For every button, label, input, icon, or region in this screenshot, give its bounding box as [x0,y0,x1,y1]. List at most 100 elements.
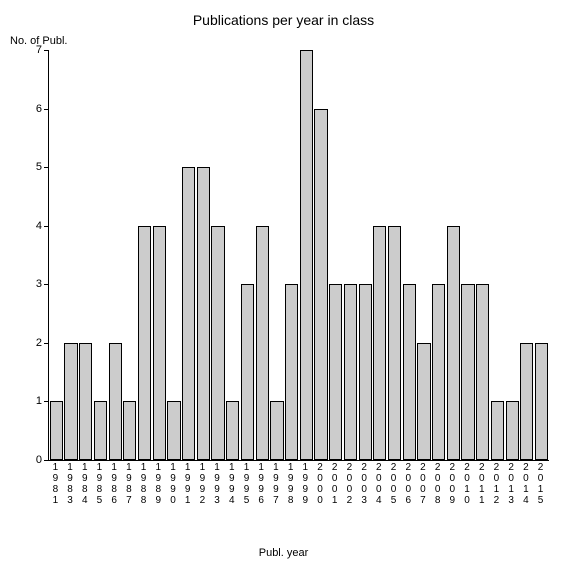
bar [256,226,269,460]
ytick-label: 3 [36,278,42,290]
bar-slot [328,50,343,460]
xtick-label: 2013 [504,462,519,506]
xtick-label: 2012 [489,462,504,506]
bar [476,284,489,460]
bar-slot [446,50,461,460]
plot-area [48,50,549,461]
xtick-label: 1996 [254,462,269,506]
xtick-label: 1993 [210,462,225,506]
xtick-label: 2008 [430,462,445,506]
bar [520,343,533,460]
bar-slot [49,50,64,460]
bar-slot [123,50,138,460]
xtick-label: 1997 [269,462,284,506]
xtick-label: 2014 [519,462,534,506]
xtick-label: 1992 [195,462,210,506]
xtick-label: 1984 [77,462,92,506]
xtick-label: 2007 [416,462,431,506]
bar-slot [284,50,299,460]
xtick-label: 1999 [298,462,313,506]
bar-slot [270,50,285,460]
xtick-label: 1990 [166,462,181,506]
xtick-label: 2010 [460,462,475,506]
bar [461,284,474,460]
bar [270,401,283,460]
bar [241,284,254,460]
xtick-label: 2009 [445,462,460,506]
ytick-label: 1 [36,395,42,407]
bar [403,284,416,460]
bar-slot [431,50,446,460]
bar [373,226,386,460]
xtick-label: 2001 [327,462,342,506]
bar [138,226,151,460]
bar-slot [387,50,402,460]
bar [344,284,357,460]
bar-slot [152,50,167,460]
bars [49,50,549,460]
bar [314,109,327,460]
x-ticks: 1981198319841985198619871988198919901991… [48,462,548,506]
bar [64,343,77,460]
bar-slot [225,50,240,460]
bar-slot [299,50,314,460]
xtick-label: 1998 [283,462,298,506]
xtick-label: 1985 [92,462,107,506]
xtick-label: 2003 [357,462,372,506]
bar-slot [255,50,270,460]
bar [197,167,210,460]
xtick-label: 1991 [180,462,195,506]
bar [153,226,166,460]
bar-slot [343,50,358,460]
xtick-label: 2005 [386,462,401,506]
bar [79,343,92,460]
xtick-label: 2004 [371,462,386,506]
bar-slot [358,50,373,460]
bar-slot [417,50,432,460]
bar [167,401,180,460]
bar [447,226,460,460]
ytick-label: 6 [36,103,42,115]
ytick-label: 0 [36,454,42,466]
xtick-label: 2011 [474,462,489,506]
chart-title: Publications per year in class [0,12,567,28]
xtick-label: 2006 [401,462,416,506]
bar [432,284,445,460]
bar-slot [534,50,549,460]
xtick-label: 2015 [533,462,548,506]
bar [329,284,342,460]
xtick-label: 2002 [342,462,357,506]
bar [491,401,504,460]
xtick-label: 1987 [122,462,137,506]
xtick-label: 1994 [224,462,239,506]
bar [50,401,63,460]
bar [359,284,372,460]
xtick-label: 1989 [151,462,166,506]
bar [285,284,298,460]
bar-slot [181,50,196,460]
bar-slot [461,50,476,460]
bar-slot [167,50,182,460]
bar-slot [372,50,387,460]
bar [182,167,195,460]
bar [388,226,401,460]
bar-slot [137,50,152,460]
bar [94,401,107,460]
bar-slot [490,50,505,460]
xtick-label: 1981 [48,462,63,506]
bar-slot [402,50,417,460]
bar-slot [108,50,123,460]
xtick-label: 1995 [239,462,254,506]
xtick-label: 1983 [63,462,78,506]
bar-slot [211,50,226,460]
chart-container: Publications per year in class No. of Pu… [0,0,567,567]
bar-slot [240,50,255,460]
bar-slot [78,50,93,460]
bar-slot [505,50,520,460]
bar [211,226,224,460]
xtick-label: 1986 [107,462,122,506]
bar-slot [475,50,490,460]
bar-slot [196,50,211,460]
ytick-label: 2 [36,337,42,349]
ytick-label: 5 [36,161,42,173]
